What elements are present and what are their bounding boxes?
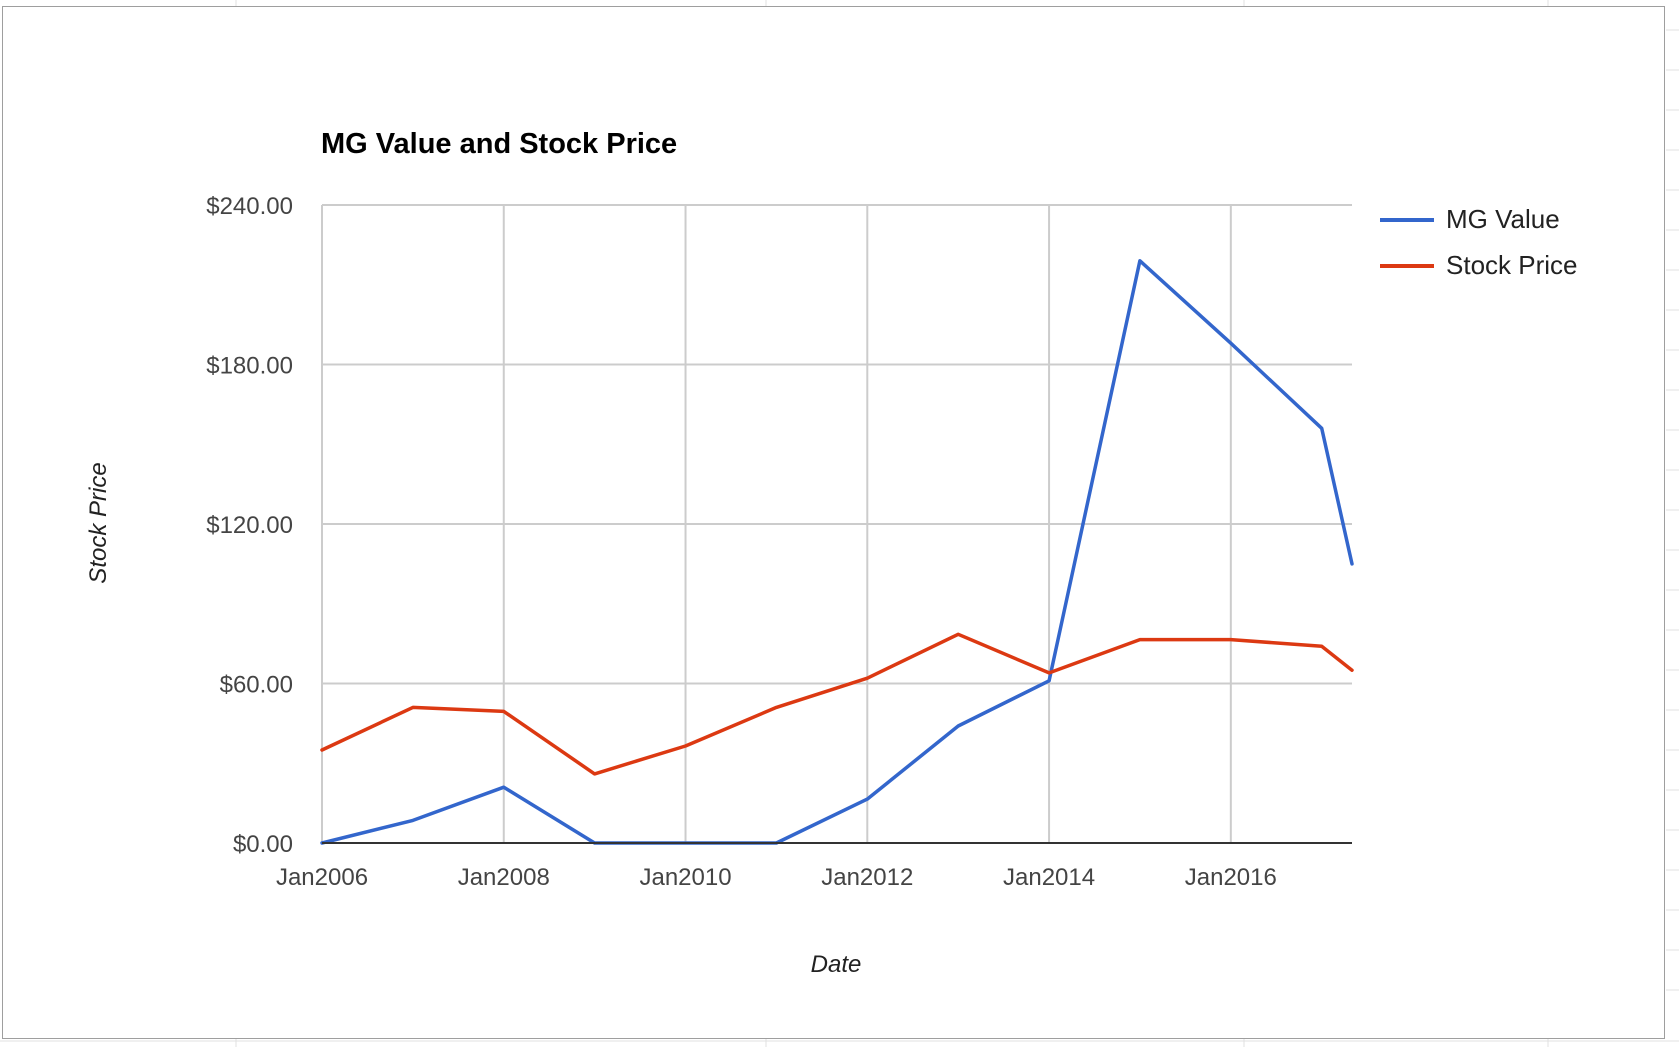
x-axis-tick-labels: Jan2006 Jan2008 Jan2010 Jan2012 Jan2014 Jan20… bbox=[276, 864, 1277, 891]
series-line-2 bbox=[320, 632, 1354, 776]
chart-container[interactable] bbox=[2, 6, 1665, 1039]
series-line-1 bbox=[320, 259, 1354, 845]
y-tick-label: $120.00 bbox=[206, 512, 293, 539]
chart-series-lines bbox=[320, 259, 1354, 845]
x-tick-label: Jan2006 bbox=[276, 864, 368, 891]
x-axis-label: Date bbox=[811, 951, 862, 978]
x-tick-label: Jan2016 bbox=[1185, 864, 1277, 891]
y-tick-label: $240.00 bbox=[206, 193, 293, 220]
y-tick-label: $60.00 bbox=[220, 672, 293, 699]
chart-title: MG Value and Stock Price bbox=[321, 128, 677, 160]
y-tick-label: $0.00 bbox=[233, 831, 293, 858]
y-tick-label: $180.00 bbox=[206, 353, 293, 380]
x-tick-label: Jan2008 bbox=[458, 864, 550, 891]
legend-label: MG Value bbox=[1446, 204, 1560, 234]
x-tick-label: Jan2010 bbox=[639, 864, 731, 891]
legend-label: Stock Price bbox=[1446, 250, 1578, 280]
x-tick-label: Jan2012 bbox=[821, 864, 913, 891]
y-axis-tick-labels: $0.00 $60.00 $120.00 $180.00 $240.00 bbox=[206, 193, 293, 858]
chart-gridlines bbox=[321, 204, 1352, 843]
y-axis-label: Stock Price bbox=[85, 462, 112, 583]
chart-legend[interactable]: MG Value Stock Price bbox=[1380, 204, 1578, 280]
x-tick-label: Jan2014 bbox=[1003, 864, 1095, 891]
